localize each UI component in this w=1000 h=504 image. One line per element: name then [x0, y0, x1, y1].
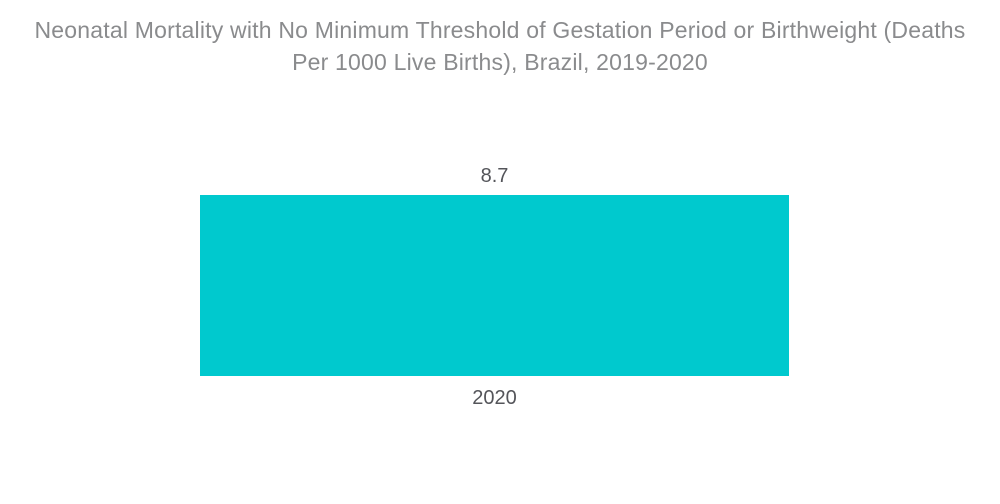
chart-title-line-2: Per 1000 Live Births), Brazil, 2019-2020 — [292, 49, 708, 75]
x-axis-category-label: 2020 — [472, 387, 517, 409]
chart-title-line-1: Neonatal Mortality with No Minimum Thres… — [34, 17, 966, 43]
bar-value-label: 8.7 — [480, 165, 509, 187]
bar-2020 — [200, 195, 789, 376]
chart-title: Neonatal Mortality with No Minimum Thres… — [0, 14, 1000, 78]
